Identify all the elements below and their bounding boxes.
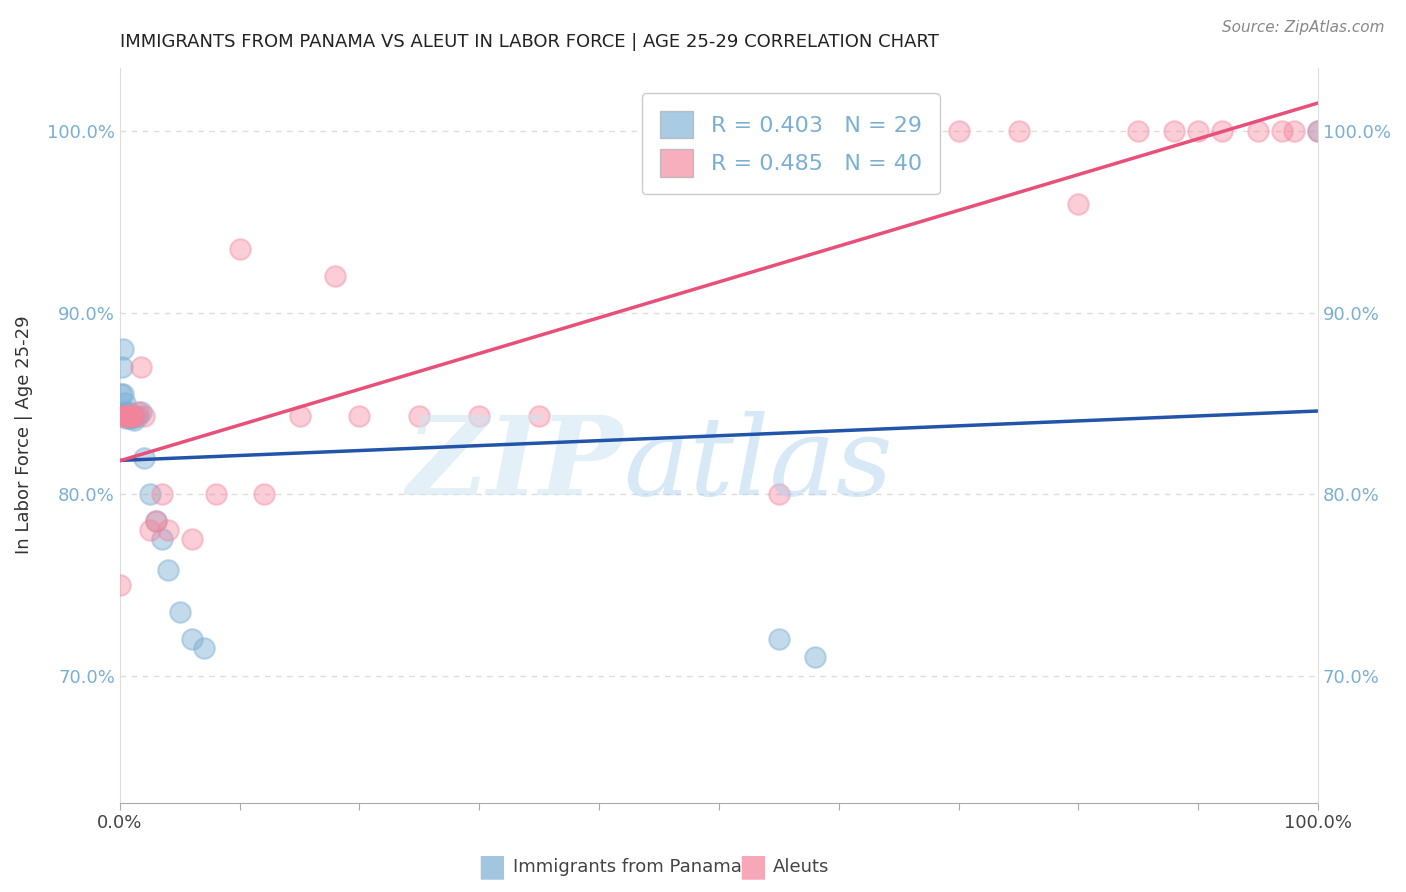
Point [122, 409, 145, 423]
Point [131, 360, 153, 375]
Point [145, 514, 167, 528]
Point [114, 409, 136, 423]
Point [527, 409, 550, 423]
Point [120, 409, 142, 423]
Point [1163, 124, 1185, 138]
Point [1187, 124, 1209, 138]
Point [112, 342, 135, 356]
Point [145, 514, 167, 528]
Point [121, 410, 143, 425]
Point [1271, 124, 1294, 138]
Point [193, 641, 215, 656]
Point [325, 269, 347, 284]
Y-axis label: In Labor Force | Age 25-29: In Labor Force | Age 25-29 [15, 316, 32, 555]
Point [804, 650, 827, 665]
Point [127, 409, 149, 423]
Point [120, 409, 142, 423]
Point [114, 405, 136, 419]
Point [887, 124, 910, 138]
Point [112, 409, 135, 423]
Point [1211, 124, 1233, 138]
Point [468, 409, 491, 423]
Point [112, 387, 135, 401]
Point [1007, 124, 1029, 138]
Text: IMMIGRANTS FROM PANAMA VS ALEUT IN LABOR FORCE | AGE 25-29 CORRELATION CHART: IMMIGRANTS FROM PANAMA VS ALEUT IN LABOR… [120, 33, 939, 51]
Text: ■: ■ [478, 853, 506, 881]
Text: atlas: atlas [623, 411, 893, 518]
Point [111, 360, 134, 375]
Text: ZIP: ZIP [406, 411, 623, 518]
Point [115, 409, 138, 423]
Point [121, 409, 143, 423]
Point [828, 124, 851, 138]
Point [408, 409, 430, 423]
Point [138, 524, 160, 538]
Point [138, 487, 160, 501]
Point [150, 487, 173, 501]
Point [108, 578, 131, 592]
Point [204, 487, 226, 501]
Text: Immigrants from Panama: Immigrants from Panama [513, 858, 742, 876]
Point [110, 387, 132, 401]
Point [1067, 196, 1090, 211]
Point [118, 410, 141, 425]
Point [1247, 124, 1270, 138]
Legend: R = 0.403   N = 29, R = 0.485   N = 40: R = 0.403 N = 29, R = 0.485 N = 40 [643, 94, 939, 194]
Point [114, 407, 136, 421]
Point [111, 409, 134, 423]
Point [122, 413, 145, 427]
Point [114, 410, 136, 425]
Point [122, 409, 145, 423]
Point [1282, 124, 1305, 138]
Text: Aleuts: Aleuts [773, 858, 830, 876]
Point [132, 450, 155, 465]
Point [132, 409, 155, 423]
Point [117, 409, 139, 423]
Point [180, 533, 202, 547]
Point [1308, 124, 1330, 138]
Point [1128, 124, 1150, 138]
Point [118, 409, 141, 423]
Point [1308, 124, 1330, 138]
Point [349, 409, 371, 423]
Text: ■: ■ [738, 853, 766, 881]
Point [117, 405, 139, 419]
Point [228, 242, 250, 256]
Point [948, 124, 970, 138]
Point [131, 405, 153, 419]
Point [156, 563, 179, 577]
Point [156, 524, 179, 538]
Point [114, 396, 136, 410]
Point [768, 632, 790, 647]
Point [127, 405, 149, 419]
Point [768, 487, 790, 501]
Point [252, 487, 274, 501]
Point [180, 632, 202, 647]
Point [150, 533, 173, 547]
Text: Source: ZipAtlas.com: Source: ZipAtlas.com [1222, 20, 1385, 35]
Point [288, 409, 311, 423]
Point [169, 605, 191, 619]
Point [124, 409, 146, 423]
